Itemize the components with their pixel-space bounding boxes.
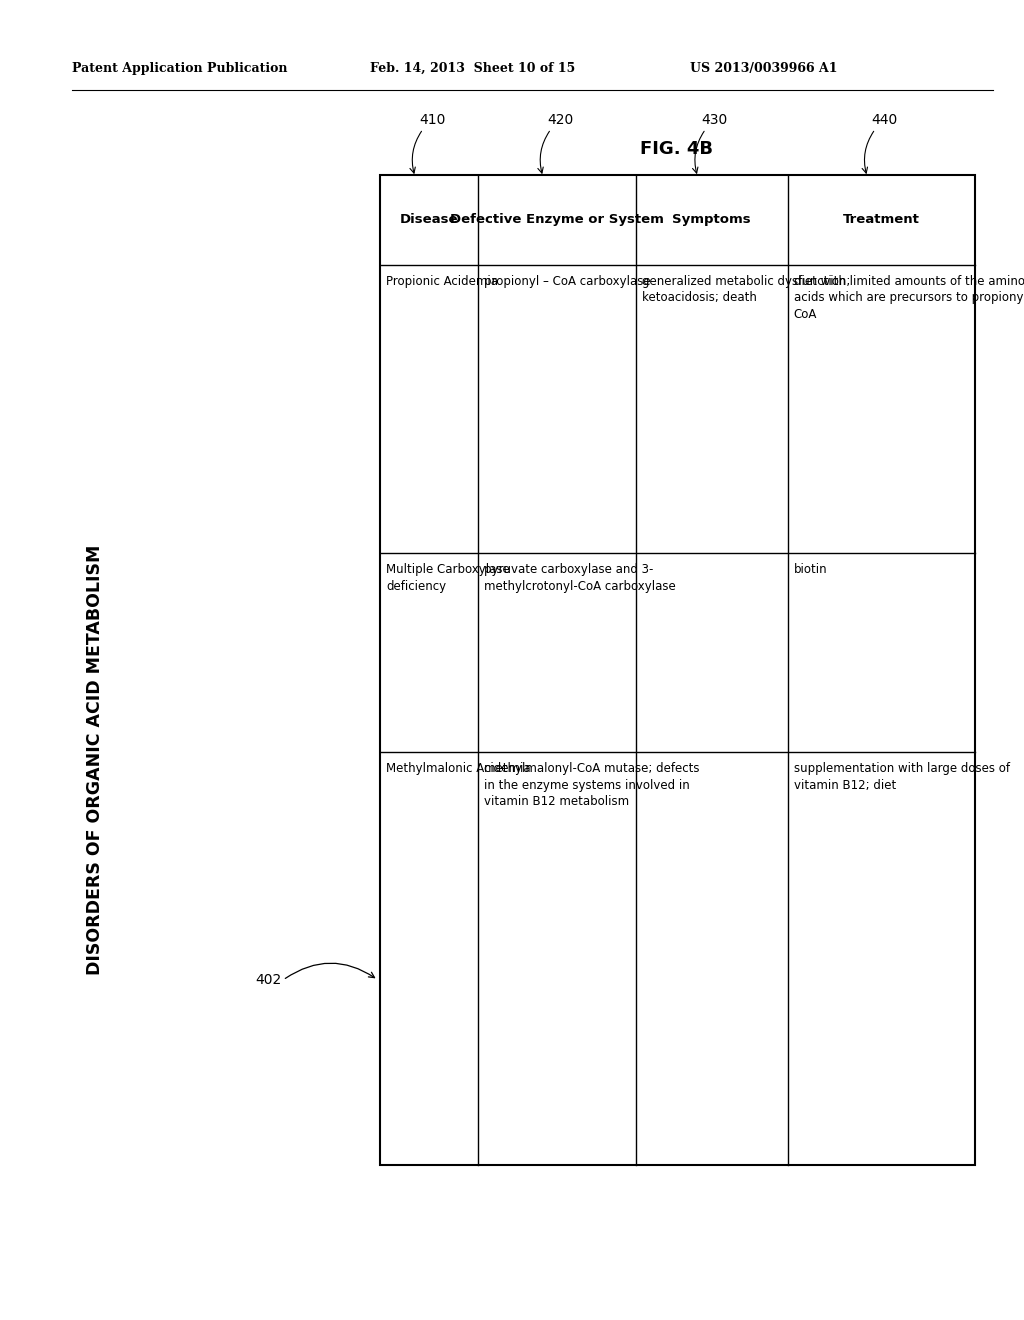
Text: Multiple Carboxylase
deficiency: Multiple Carboxylase deficiency (386, 564, 510, 593)
Text: Patent Application Publication: Patent Application Publication (72, 62, 288, 75)
Text: 440: 440 (871, 114, 898, 127)
Text: Treatment: Treatment (843, 214, 920, 226)
Text: Defective Enzyme or System: Defective Enzyme or System (451, 214, 664, 226)
Text: Symptoms: Symptoms (673, 214, 751, 226)
Text: 410: 410 (419, 114, 445, 127)
Text: biotin: biotin (794, 564, 827, 576)
Text: generalized metabolic dysfunction;
ketoacidosis; death: generalized metabolic dysfunction; ketoa… (642, 275, 850, 304)
Bar (380, 176, 975, 1166)
Text: pyruvate carboxylase and 3-
methylcrotonyl-CoA carboxylase: pyruvate carboxylase and 3- methylcroton… (484, 564, 676, 593)
Text: 420: 420 (547, 114, 573, 127)
Text: methylmalonyl-CoA mutase; defects
in the enzyme systems involved in
vitamin B12 : methylmalonyl-CoA mutase; defects in the… (484, 762, 699, 808)
Text: diet with limited amounts of the amino
acids which are precursors to propionyl -: diet with limited amounts of the amino a… (794, 275, 1024, 321)
Text: Disease: Disease (399, 214, 459, 226)
Text: FIG. 4B: FIG. 4B (640, 140, 713, 158)
Text: Feb. 14, 2013  Sheet 10 of 15: Feb. 14, 2013 Sheet 10 of 15 (370, 62, 575, 75)
Text: 430: 430 (701, 114, 728, 127)
Text: Propionic Acidemia: Propionic Acidemia (386, 275, 498, 288)
Text: US 2013/0039966 A1: US 2013/0039966 A1 (690, 62, 838, 75)
Text: supplementation with large doses of
vitamin B12; diet: supplementation with large doses of vita… (794, 762, 1010, 792)
Text: 402: 402 (255, 973, 282, 987)
Text: Methylmalonic Acidemia: Methylmalonic Acidemia (386, 762, 530, 775)
Text: DISORDERS OF ORGANIC ACID METABOLISM: DISORDERS OF ORGANIC ACID METABOLISM (86, 545, 104, 975)
Text: propionyl – CoA carboxylase: propionyl – CoA carboxylase (484, 275, 651, 288)
